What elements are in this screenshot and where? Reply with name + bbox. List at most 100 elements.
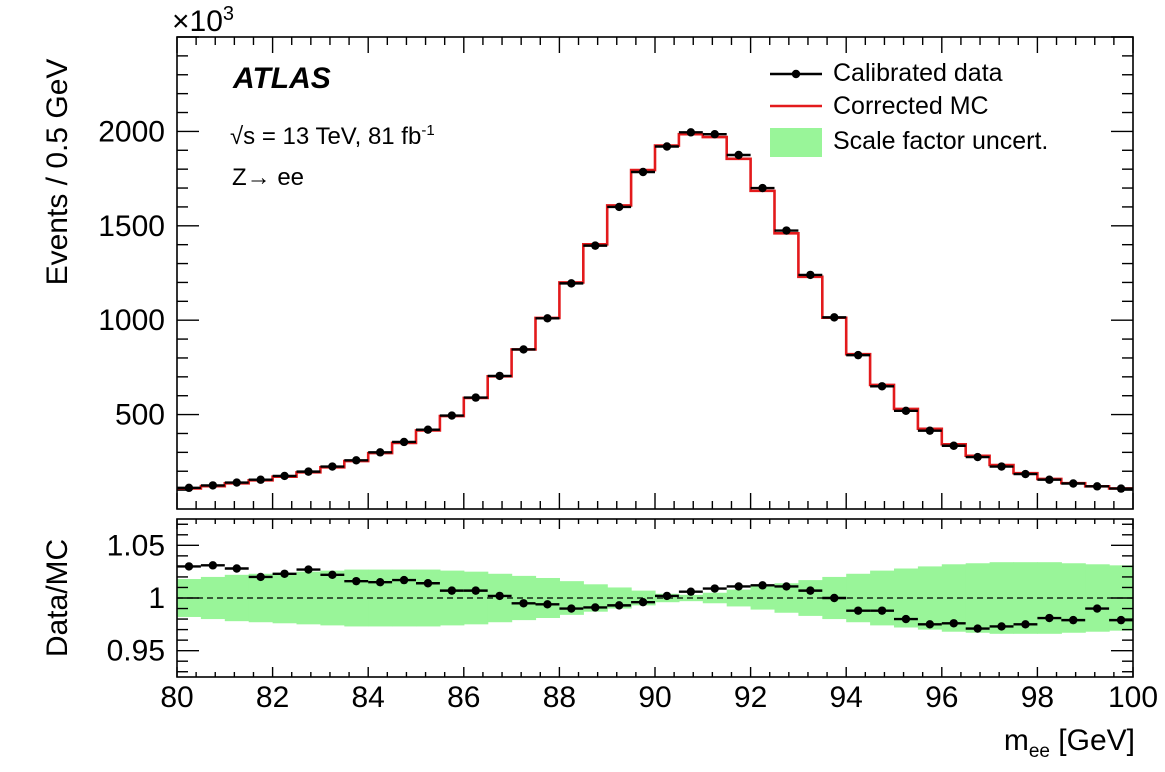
- y-tick-label: 1000: [98, 304, 165, 337]
- data-point: [304, 467, 313, 476]
- ratio-point: [352, 576, 361, 586]
- data-point: [997, 462, 1006, 471]
- y-tick-label: 2000: [98, 115, 165, 148]
- data-point: [901, 406, 911, 416]
- ratio-point: [949, 619, 958, 628]
- energy-lumi-label: √s = 13 TeV, 81 fb-1: [230, 122, 435, 151]
- ratio-point: [638, 598, 648, 607]
- data-point: [375, 448, 385, 457]
- corrected-mc-histogram: [177, 132, 1133, 490]
- legend-markers: [770, 69, 822, 157]
- ratio-point: [662, 591, 672, 601]
- ratio-point: [1021, 620, 1030, 629]
- data-point: [949, 441, 958, 450]
- ratio-point: [734, 582, 743, 591]
- ratio-point: [567, 604, 576, 613]
- data-point: [782, 226, 791, 235]
- x-tick-label: 86: [447, 681, 480, 714]
- ratio-y-axis-label: Data/MC: [41, 538, 74, 658]
- process-label: Z→ ee: [232, 164, 305, 191]
- tick-labels: 80 82 84 86 88 90 92 94 96 98 100 500 1000 1500 2000 0.…: [98, 115, 1158, 714]
- data-point: [208, 481, 218, 490]
- legend-band-label: Scale factor uncert.: [833, 127, 1049, 155]
- ratio-y-tick-label: 0.95: [107, 635, 165, 668]
- main-y-axis-label: Events / 0.5 GeV: [41, 58, 74, 286]
- main-frame: [176, 36, 1134, 510]
- x-axis-label: mee [GeV]: [1003, 724, 1135, 762]
- x-tick-label: 90: [638, 681, 671, 714]
- data-point: [853, 350, 863, 360]
- ratio-point: [973, 624, 982, 633]
- ratio-point: [997, 622, 1006, 631]
- data-point: [710, 130, 719, 139]
- data-point: [734, 150, 743, 160]
- band-bin: [272, 572, 298, 624]
- ratio-point: [686, 587, 696, 596]
- data-point: [1021, 469, 1030, 479]
- data-point: [973, 452, 982, 462]
- ratio-point: [758, 581, 767, 590]
- x-tick-label: 100: [1108, 681, 1158, 714]
- data-point: [1069, 479, 1078, 488]
- ratio-point: [1069, 615, 1078, 625]
- x-tick-label: 92: [734, 681, 767, 714]
- energy-lumi-exponent: -1: [421, 122, 435, 139]
- legend-data-marker: [791, 69, 801, 79]
- data-point: [423, 425, 433, 434]
- data-point: [830, 313, 839, 322]
- data-point: [638, 167, 648, 177]
- ratio-point: [591, 603, 600, 612]
- x-tick-label: 84: [352, 681, 385, 714]
- x-tick-label: 96: [925, 681, 958, 714]
- legend-band-swatch: [770, 128, 822, 157]
- data-point: [614, 202, 624, 212]
- ratio-point: [614, 601, 624, 610]
- y-multiplier-label: ×103: [172, 3, 234, 39]
- energy-lumi-text: √s = 13 TeV, 81 fb: [230, 123, 422, 150]
- data-point: [399, 437, 409, 447]
- data-point: [256, 475, 265, 484]
- data-point: [806, 270, 815, 280]
- ratio-point: [423, 579, 433, 588]
- ratio-point: [328, 570, 337, 580]
- data-point: [543, 314, 552, 323]
- experiment-label: ATLAS: [233, 62, 331, 95]
- calibrated-data-points: [177, 128, 1133, 493]
- ratio-point: [543, 600, 552, 609]
- data-point: [591, 241, 600, 250]
- data-point: [877, 382, 887, 391]
- ratio-point: [806, 586, 815, 595]
- ratio-point: [901, 614, 911, 624]
- data-point: [567, 279, 576, 288]
- y-multiplier-power: 3: [222, 3, 235, 25]
- ratio-point: [280, 569, 289, 578]
- ratio-point: [710, 584, 719, 593]
- data-point: [471, 393, 480, 402]
- data-point: [1045, 475, 1054, 484]
- ratio-point: [519, 599, 528, 608]
- ratio-point: [256, 572, 265, 582]
- data-point: [1092, 482, 1102, 491]
- data-point: [280, 471, 289, 481]
- ratio-uncertainty-band: [177, 562, 1134, 634]
- ratio-point: [1092, 604, 1102, 613]
- ratio-point: [495, 591, 504, 601]
- data-point: [232, 478, 241, 487]
- data-point: [758, 183, 767, 193]
- mc-step-line: [177, 132, 1133, 490]
- x-tick-label: 80: [160, 681, 193, 714]
- ratio-point: [853, 606, 863, 615]
- ratio-y-tick-label: 1.05: [107, 529, 165, 562]
- ratio-y-tick-label: 1: [148, 582, 165, 615]
- ratio-point: [447, 586, 457, 595]
- data-point: [495, 371, 504, 381]
- axis-ticks: [176, 36, 1134, 677]
- ratio-point: [1116, 615, 1126, 625]
- ratio-point: [232, 564, 241, 573]
- ratio-point: [304, 565, 313, 574]
- ratio-point: [782, 582, 791, 591]
- data-point: [662, 142, 672, 151]
- x-tick-label: 88: [543, 681, 576, 714]
- y-multiplier-base: ×10: [172, 5, 223, 38]
